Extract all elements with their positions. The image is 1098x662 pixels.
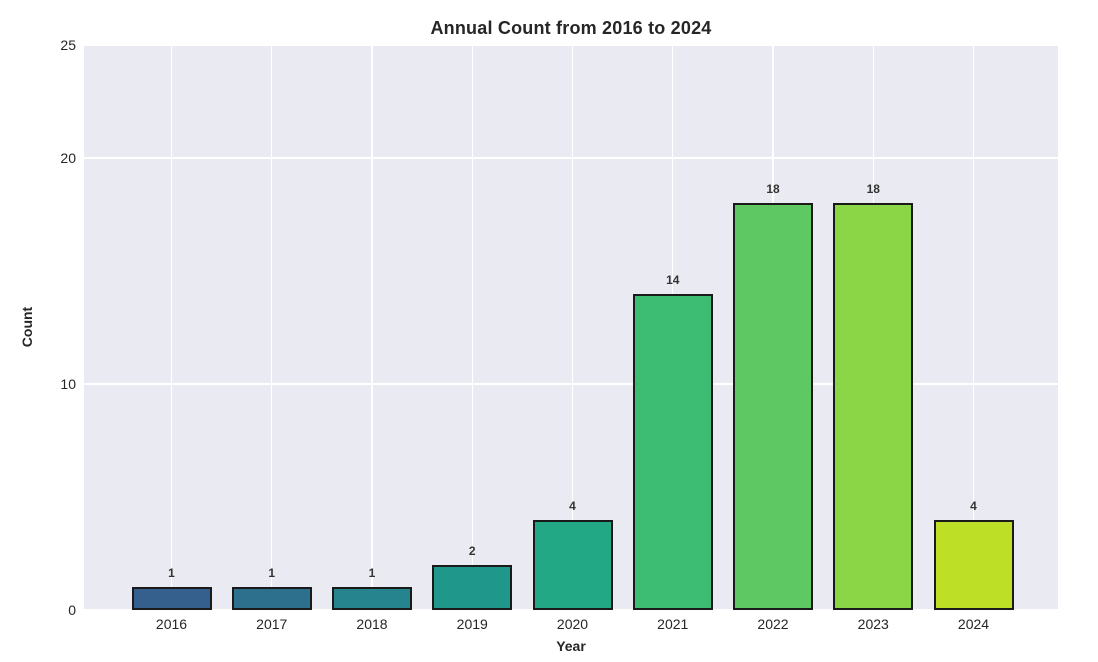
- gridline-vertical: [471, 45, 473, 610]
- gridline-horizontal: [84, 157, 1058, 159]
- bar-2022: [733, 203, 813, 610]
- bar-value-label: 18: [866, 182, 880, 197]
- bar-2021: [632, 293, 713, 610]
- x-axis-label: Year: [556, 638, 586, 654]
- bar-value-label: 18: [766, 182, 780, 197]
- gridline-vertical: [271, 45, 273, 610]
- gridline-vertical: [371, 45, 373, 610]
- x-tick-label: 2018: [356, 616, 388, 632]
- bar-value-label: 14: [666, 272, 680, 287]
- y-tick-label: 10: [60, 376, 76, 392]
- bar-2020: [532, 519, 613, 610]
- y-tick-label: 25: [60, 37, 76, 53]
- chart-title: Annual Count from 2016 to 2024: [430, 18, 712, 38]
- gridline-horizontal: [84, 383, 1058, 385]
- gridline-vertical: [571, 45, 574, 610]
- bar-value-label: 1: [168, 566, 175, 581]
- x-tick-label: 2024: [957, 616, 990, 632]
- y-axis-label: Count: [19, 306, 35, 348]
- bar-2018: [332, 587, 412, 610]
- bar-value-label: 1: [368, 566, 376, 581]
- gridline-vertical: [972, 45, 975, 610]
- x-tick-label: 2019: [456, 616, 488, 632]
- gridline-vertical: [170, 45, 173, 610]
- bar-2017: [231, 587, 312, 610]
- x-tick-label: 2022: [757, 616, 789, 632]
- bar-value-label: 2: [468, 543, 476, 558]
- bar-value-label: 4: [970, 498, 977, 513]
- bar-2024: [933, 519, 1014, 610]
- bar-2019: [432, 564, 513, 610]
- x-tick-label: 2021: [657, 616, 689, 632]
- x-tick-label: 2020: [556, 616, 589, 632]
- y-tick-label: 0: [68, 602, 76, 618]
- bar-value-label: 1: [268, 566, 276, 581]
- y-tick-label: 20: [60, 150, 76, 166]
- bar-2023: [833, 203, 914, 610]
- x-tick-label: 2017: [256, 616, 288, 632]
- x-tick-label: 2023: [857, 616, 889, 632]
- gridline-horizontal: [84, 45, 1058, 46]
- x-tick-label: 2016: [155, 616, 188, 632]
- bar-2016: [131, 587, 212, 610]
- plot-area: 1 1 1 2 4 14 18 18 4: [84, 45, 1058, 610]
- bar-value-label: 4: [569, 498, 576, 513]
